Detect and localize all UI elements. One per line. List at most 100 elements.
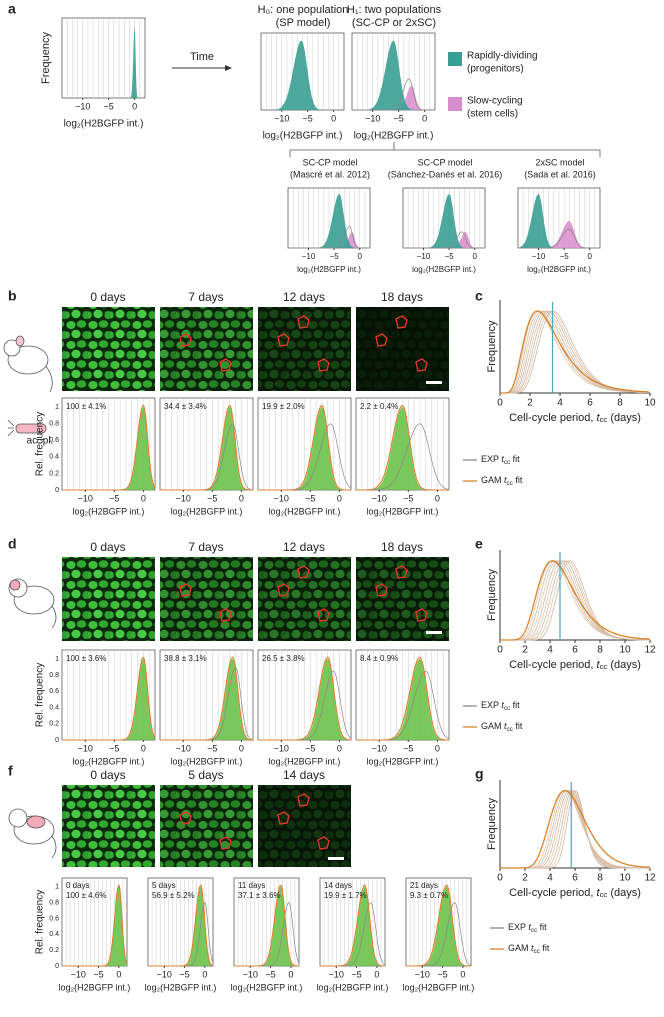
x-tick-label: −5 — [403, 493, 413, 503]
text-part: EXP — [481, 700, 501, 710]
text-part: fit — [510, 700, 520, 710]
time-label: 12 days — [283, 290, 325, 304]
panel-label: f — [8, 763, 13, 779]
x-tick-label: −10 — [243, 969, 258, 979]
x-axis-label: log₂(H2BGFP int.) — [145, 982, 217, 992]
hypothesis-title: (SP model) — [276, 17, 331, 29]
x-tick-label: −5 — [330, 252, 340, 261]
x-axis-label: log₂(H2BGFP int.) — [412, 265, 476, 274]
y-tick-label: 0.2 — [49, 470, 59, 477]
microscopy-image — [356, 307, 449, 391]
annotation: 100 ± 4.1% — [66, 402, 106, 411]
x-tick-label: −5 — [109, 493, 119, 503]
panel-label: e — [475, 536, 483, 552]
model-title: (Mascré et al. 2012) — [290, 169, 370, 179]
legend-label: EXP tcc fit — [481, 454, 520, 465]
annotation: 38.8 ± 3.1% — [164, 654, 207, 663]
annotation: 37.1 ± 3.6% — [238, 891, 281, 900]
labelled-cell — [395, 315, 408, 329]
y-axis-label: Frequency — [486, 569, 498, 621]
scale-bar — [328, 857, 344, 860]
fit-curve — [500, 310, 649, 394]
x-axis-label: log₂(H2BGFP int.) — [317, 982, 389, 992]
distribution-area — [148, 886, 213, 966]
annotation: 19.9 ± 1.7% — [324, 891, 367, 900]
y-tick-label: 0.2 — [49, 947, 59, 954]
fit-curve — [500, 310, 649, 394]
x-tick-label: −5 — [207, 493, 217, 503]
distribution-area — [62, 886, 127, 966]
distribution-area — [352, 40, 435, 111]
distribution-area — [234, 886, 299, 966]
x-tick-label: 4 — [557, 398, 563, 409]
x-tick-label: −5 — [351, 969, 361, 979]
fit-curve — [234, 884, 299, 967]
x-tick-label: −5 — [104, 101, 114, 111]
bracket — [289, 142, 601, 157]
text-part: t — [501, 454, 504, 464]
x-tick-label: −5 — [305, 743, 315, 753]
labelled-cell — [395, 565, 408, 579]
microscopy-image — [258, 307, 351, 391]
y-tick-label: 0.8 — [49, 899, 59, 906]
labelled-cell — [317, 608, 330, 622]
scale-bar — [426, 631, 442, 634]
annotation: 11 days — [238, 881, 265, 890]
y-tick-label: 0 — [55, 487, 59, 494]
text-part: cc — [534, 948, 540, 955]
x-axis-label: log₂(H2BGFP int.) — [367, 756, 439, 766]
labelled-cell — [219, 836, 232, 850]
text-part: t — [597, 887, 601, 899]
labelled-cell — [219, 608, 232, 622]
labelled-cell — [297, 565, 310, 579]
text-part: cc — [600, 890, 608, 899]
annotation: 26.5 ± 3.8% — [262, 654, 305, 663]
hypothesis-title: H₁: two populations — [347, 4, 442, 16]
scale-bar — [426, 381, 442, 384]
x-tick-label: −5 — [305, 493, 315, 503]
labelled-cell — [179, 583, 192, 597]
x-tick-label: 12 — [644, 873, 656, 884]
text-part: (days) — [607, 887, 641, 899]
fit-curve — [403, 231, 485, 249]
y-tick-label: 1 — [55, 404, 59, 411]
x-tick-label: 0 — [132, 101, 137, 111]
text-part: t — [504, 475, 507, 485]
text-part: t — [528, 922, 531, 932]
fit-curve — [288, 226, 370, 249]
x-tick-label: −10 — [372, 743, 387, 753]
x-tick-label: 8 — [617, 398, 623, 409]
x-tick-label: −5 — [207, 743, 217, 753]
text-part: EXP — [481, 454, 501, 464]
x-tick-label: −10 — [78, 743, 93, 753]
x-tick-label: −5 — [560, 252, 570, 261]
fit-curve — [258, 404, 351, 491]
text-part: cc — [504, 459, 510, 466]
labelled-cell — [297, 793, 310, 807]
text-part: fit — [513, 721, 523, 731]
fit-curve — [258, 656, 351, 741]
x-tick-label: 4 — [547, 645, 553, 656]
x-tick-label: −5 — [394, 113, 404, 123]
x-tick-label: 0 — [239, 493, 244, 503]
x-tick-label: 0 — [435, 493, 440, 503]
panel-label: a — [8, 1, 16, 17]
fit-curve — [352, 78, 435, 111]
x-tick-label: −10 — [176, 493, 191, 503]
annotation: 56.9 ± 5.2% — [152, 891, 195, 900]
microscopy-image — [62, 785, 155, 867]
annotation: 0 days — [66, 881, 90, 890]
distribution-area — [261, 40, 344, 111]
x-tick-label: 2 — [527, 398, 533, 409]
x-tick-label: 0 — [435, 743, 440, 753]
text-part: cc — [504, 705, 510, 712]
x-tick-label: −10 — [302, 252, 316, 261]
text-part: (days) — [607, 659, 641, 671]
text-part: Cell-cycle period, — [509, 412, 596, 424]
y-axis-label: Rel. frequency — [35, 663, 46, 727]
x-tick-label: −5 — [265, 969, 275, 979]
fit-curve — [500, 310, 649, 394]
fit-curve — [62, 656, 156, 741]
hypothesis-title: (SC-CP or 2xSC) — [352, 17, 436, 29]
fit-curve — [500, 310, 649, 394]
